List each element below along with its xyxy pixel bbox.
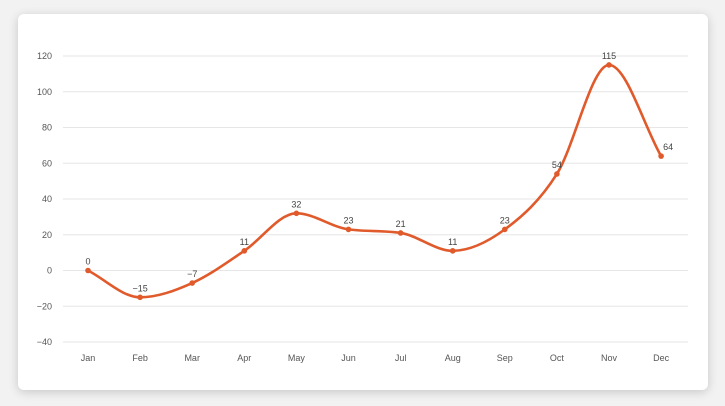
x-tick-label: Dec [653,353,670,363]
y-tick-label: 60 [42,158,52,168]
y-axis-ticks: −40 −20 0 20 40 60 80 100 120 [37,51,52,347]
data-label: 32 [291,199,301,209]
data-point [293,210,300,217]
x-tick-label: Apr [237,353,251,363]
data-points [85,62,664,301]
data-point [241,248,248,254]
data-labels: 0 −15 −7 11 32 23 21 11 23 54 115 64 [85,51,673,293]
x-tick-label: Oct [550,353,565,363]
x-tick-label: May [288,353,306,363]
data-label: 21 [396,219,406,229]
x-tick-label: Nov [601,353,618,363]
data-label: 64 [663,142,673,152]
data-point [554,171,560,177]
data-point [345,226,352,233]
grid-lines [63,55,688,343]
data-point [189,280,195,286]
y-tick-label: −40 [37,337,52,347]
y-tick-label: 120 [37,51,52,61]
series-line [86,63,663,299]
x-tick-label: Jul [395,353,407,363]
data-point [658,153,664,159]
data-label: 54 [552,160,562,170]
y-tick-label: 20 [42,230,52,240]
data-label: 0 [85,257,90,267]
data-point [397,230,404,236]
data-label: −15 [132,283,147,293]
x-tick-label: Jan [81,353,96,363]
x-tick-label: Feb [132,353,148,363]
data-point [606,62,612,68]
data-label: 11 [448,237,457,247]
data-point [502,226,508,233]
series-path [86,63,663,299]
data-label: 23 [343,215,353,225]
x-tick-label: Jun [341,353,356,363]
data-label: 115 [602,51,616,61]
y-tick-label: 100 [37,87,52,97]
x-tick-label: Sep [497,353,513,363]
data-label: 23 [500,215,510,225]
chart-card [18,14,708,390]
y-tick-label: 0 [47,266,52,276]
data-point [449,248,456,254]
data-point [137,294,143,301]
data-point [85,267,91,274]
data-label: 11 [240,237,249,247]
x-axis-ticks: Jan Feb Mar Apr May Jun Jul Aug Sep Oct Nov Dec [81,353,670,363]
y-tick-label: −20 [37,301,52,311]
data-label: −7 [187,269,197,279]
y-tick-label: 40 [42,194,52,204]
x-tick-label: Mar [184,353,200,363]
y-tick-label: 80 [42,123,52,133]
x-tick-label: Aug [445,353,461,363]
